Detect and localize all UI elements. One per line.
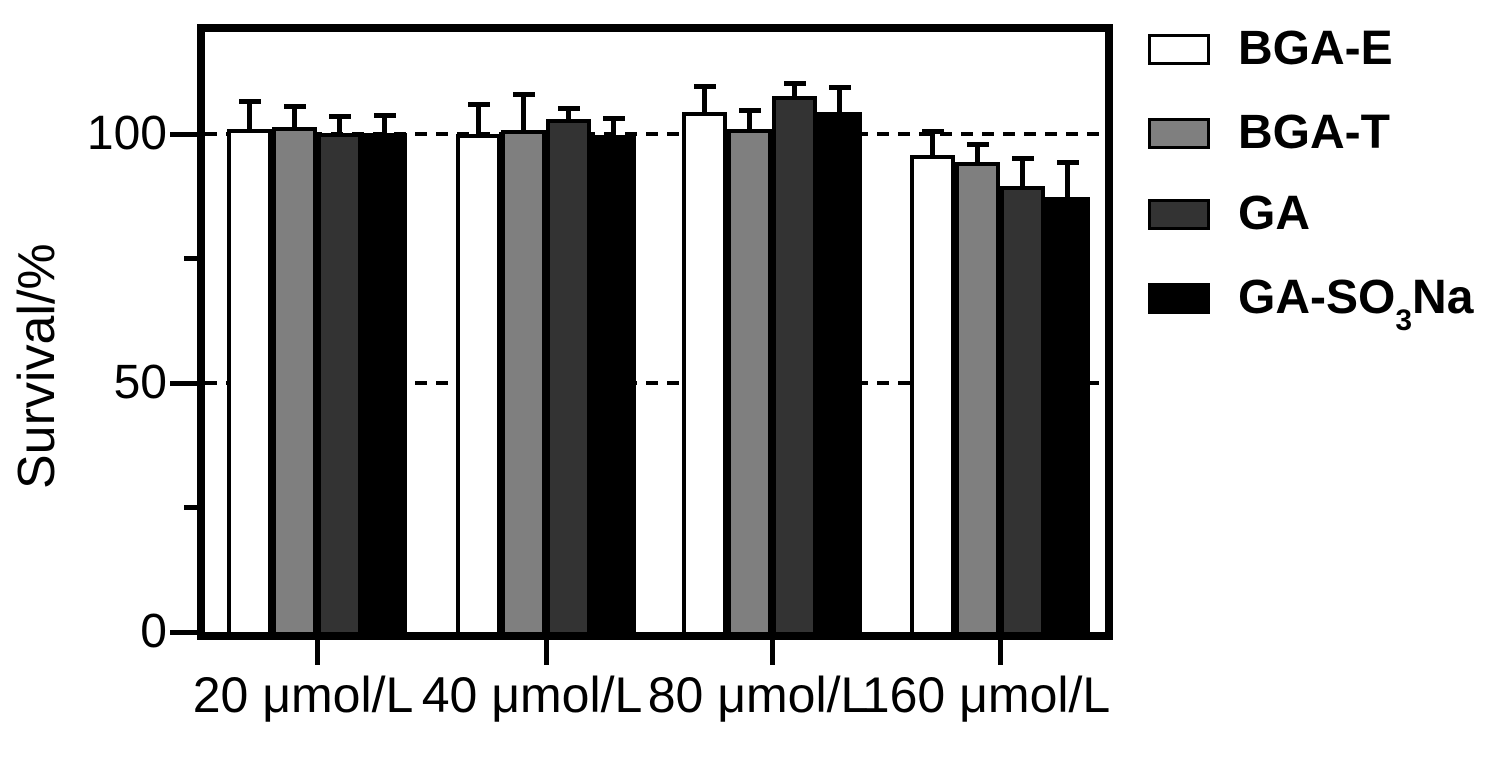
bar-BGA-T-3 [727, 129, 772, 632]
bar-BGA-T-1 [272, 126, 317, 632]
error-cap-BGA-E-1 [238, 98, 261, 104]
error-bar-BGA-E-2 [476, 106, 481, 135]
legend-label-bga-e: BGA-E [1238, 22, 1393, 75]
error-cap-BGA-E-2 [467, 102, 490, 108]
error-bar-BGA-T-3 [747, 112, 752, 130]
error-bar-GA-4 [1020, 159, 1025, 187]
error-cap-GA-SO3Na-3 [828, 84, 851, 90]
bar-GA-SO3Na-4 [1045, 197, 1090, 632]
x-tick-label-1: 20 μmol/L [192, 667, 414, 723]
x-tick-2 [543, 632, 549, 665]
legend-label-ga: GA [1238, 187, 1310, 240]
bar-GA-4 [1000, 186, 1045, 632]
bar-GA-1 [317, 132, 362, 632]
legend-swatch-bga-t [1148, 117, 1210, 149]
error-cap-GA-SO3Na-1 [373, 112, 396, 118]
bar-GA-SO3Na-3 [817, 112, 862, 632]
legend-item-bga-e: BGA-E [1148, 22, 1393, 76]
error-bar-BGA-T-1 [292, 108, 297, 127]
legend-label-bga-t: BGA-T [1238, 106, 1390, 159]
bar-GA-SO3Na-2 [591, 135, 636, 632]
x-tick-label-4: 160 μmol/L [861, 667, 1111, 723]
error-cap-GA-3 [783, 80, 806, 86]
error-bar-BGA-T-4 [975, 145, 980, 163]
y-tick-label-50: 50 [113, 356, 167, 410]
y-tick-label-0: 0 [140, 605, 167, 658]
error-bar-BGA-E-3 [702, 88, 707, 113]
bar-GA-SO3Na-1 [362, 133, 407, 632]
x-tick-label-2: 40 μmol/L [421, 667, 643, 723]
plot-area [170, 24, 1113, 665]
error-bar-GA-SO3Na-3 [837, 88, 842, 113]
bar-BGA-E-3 [682, 112, 727, 632]
y-tick-label-100: 100 [86, 107, 167, 161]
bar-GA-3 [772, 96, 817, 632]
bar-BGA-T-2 [501, 130, 546, 632]
x-tick-label-3: 80 μmol/L [647, 667, 869, 723]
error-bar-GA-2 [566, 109, 571, 120]
bar-BGA-E-2 [456, 134, 501, 632]
legend-item-ga-so3na: GA-SO3Na [1148, 271, 1474, 337]
legend-item-bga-t: BGA-T [1148, 106, 1390, 160]
error-cap-BGA-T-4 [966, 141, 989, 147]
error-bar-GA-SO3Na-2 [611, 119, 616, 136]
gridline-50 [205, 381, 1105, 386]
legend-swatch-ga-so3na [1148, 282, 1210, 314]
y-tick-50 [170, 380, 197, 386]
legend-swatch-ga [1148, 198, 1210, 230]
error-cap-GA-4 [1011, 155, 1034, 161]
error-cap-GA-SO3Na-4 [1056, 160, 1079, 166]
error-cap-BGA-E-4 [921, 128, 944, 134]
error-bar-BGA-T-2 [521, 95, 526, 131]
bar-BGA-E-4 [910, 154, 955, 632]
error-cap-BGA-T-1 [283, 104, 306, 110]
error-bar-GA-3 [792, 84, 797, 97]
bar-BGA-E-1 [227, 129, 272, 632]
bar-GA-2 [546, 119, 591, 632]
y-minor-tick-75 [184, 256, 197, 262]
bar-BGA-T-4 [955, 162, 1000, 632]
error-bar-BGA-E-1 [247, 102, 252, 130]
legend-item-ga: GA [1148, 187, 1310, 241]
error-cap-GA-2 [557, 105, 580, 111]
legend-label-ga-so3na: GA-SO3Na [1238, 271, 1474, 337]
legend-swatch-bga-e [1148, 33, 1210, 65]
x-tick-1 [314, 632, 320, 665]
y-minor-tick-25 [184, 505, 197, 511]
error-bar-GA-1 [337, 118, 342, 133]
error-cap-BGA-E-3 [693, 84, 716, 90]
error-cap-GA-1 [328, 114, 351, 120]
x-tick-4 [997, 632, 1003, 665]
error-bar-GA-SO3Na-1 [382, 116, 387, 134]
error-cap-BGA-T-2 [512, 91, 535, 97]
x-tick-3 [769, 632, 775, 665]
error-bar-GA-SO3Na-4 [1065, 164, 1070, 198]
error-cap-GA-SO3Na-2 [602, 115, 625, 121]
y-tick-100 [170, 131, 197, 137]
gridline-100 [205, 132, 1105, 137]
error-cap-BGA-T-3 [738, 108, 761, 114]
error-bar-BGA-E-4 [930, 132, 935, 155]
y-tick-0 [170, 629, 197, 635]
